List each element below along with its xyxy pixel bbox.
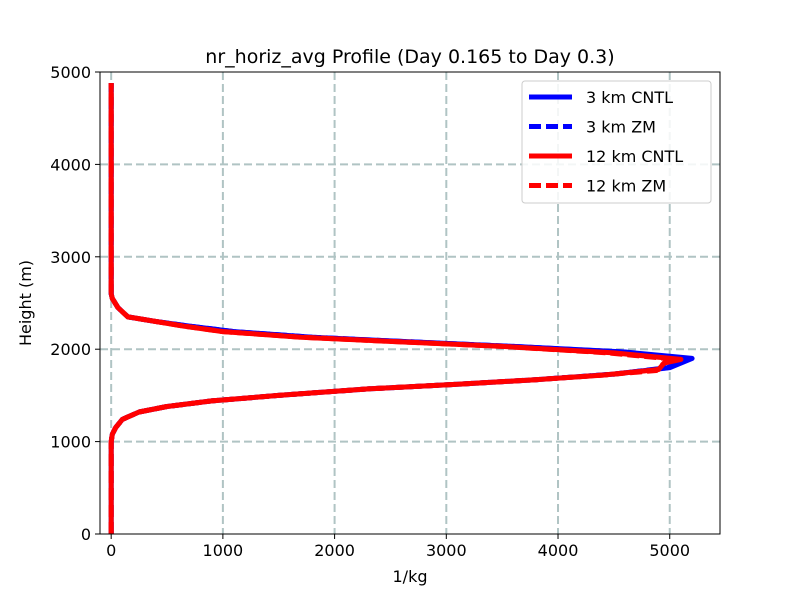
x-tick-label: 0	[106, 541, 116, 560]
x-tick-label: 4000	[538, 541, 579, 560]
y-tick-label: 4000	[50, 155, 91, 174]
legend-label-1: 3 km CNTL	[586, 88, 673, 107]
legend-label-2: 3 km ZM	[586, 118, 656, 137]
y-tick-label: 1000	[50, 433, 91, 452]
legend-box	[521, 80, 712, 204]
x-tick-label: 1000	[203, 541, 244, 560]
plot-frame	[99, 71, 721, 535]
y-tick-label: 0	[81, 525, 91, 544]
legend-label-4: 12 km ZM	[586, 177, 666, 196]
legend: 3 km CNTL 3 km ZM 12 km CNTL 12 km ZM	[521, 80, 712, 204]
x-tick-label: 2000	[314, 541, 355, 560]
y-axis-label: Height (m)	[16, 260, 35, 346]
x-axis-label: 1/kg	[393, 567, 428, 586]
x-tick-label: 3000	[426, 541, 467, 560]
series-lines	[108, 83, 695, 534]
x-tick-label: 5000	[649, 541, 690, 560]
y-tick-label: 2000	[50, 340, 91, 359]
y-tick-label: 5000	[50, 63, 91, 82]
axis-ticks: 0 1000 2000 3000 4000 5000 0 1000 2000 3000 4000 50…	[50, 63, 690, 560]
chart-title: nr_horiz_avg Profile (Day 0.165 to Day 0…	[205, 46, 614, 68]
y-tick-label: 3000	[50, 248, 91, 267]
legend-label-3: 12 km CNTL	[586, 147, 683, 166]
series-line-4	[108, 83, 678, 534]
